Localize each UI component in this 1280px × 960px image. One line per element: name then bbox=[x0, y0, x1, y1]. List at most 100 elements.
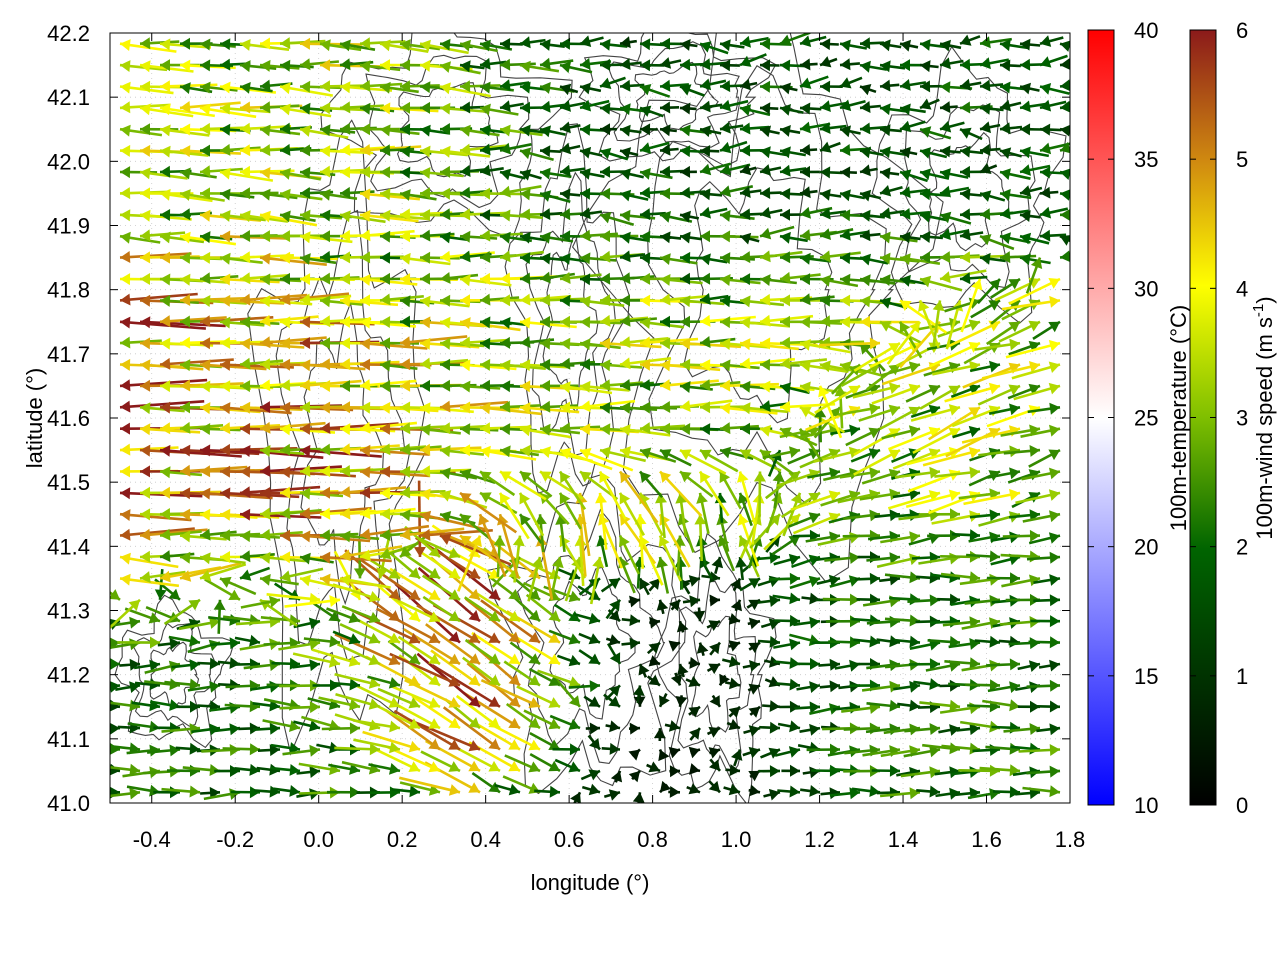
wind-vector-head bbox=[700, 314, 711, 327]
wind-vector-head bbox=[780, 271, 791, 284]
wind-vector-head bbox=[688, 675, 700, 687]
wind-vector-head bbox=[1009, 786, 1020, 798]
wind-vector-head bbox=[735, 557, 748, 568]
wind-vector-head bbox=[408, 718, 420, 729]
wind-vector-head bbox=[420, 167, 431, 179]
wind-vector-head bbox=[729, 764, 740, 777]
wind-vector-head bbox=[340, 507, 351, 520]
wind-vector-head bbox=[480, 471, 492, 483]
wind-vector-head bbox=[588, 769, 600, 781]
wind-vector-head bbox=[300, 316, 311, 329]
wind-vector-shaft bbox=[659, 470, 703, 517]
wind-vector-head bbox=[620, 471, 631, 484]
wind-vector-head bbox=[140, 550, 151, 563]
wind-vector-head bbox=[440, 82, 451, 95]
wind-vector-head bbox=[160, 315, 171, 328]
wind-vector-head bbox=[660, 187, 671, 200]
wind-vector-head bbox=[868, 448, 880, 460]
wind-vector-head bbox=[460, 444, 471, 457]
wind-vector-head bbox=[880, 124, 891, 137]
wind-vector-shaft bbox=[339, 545, 403, 559]
wind-vector-head bbox=[789, 678, 800, 691]
wind-vector-head bbox=[240, 82, 251, 94]
x-tick-label: -0.4 bbox=[133, 827, 171, 852]
wind-vector-head bbox=[900, 169, 912, 181]
wind-vector-head bbox=[680, 84, 692, 96]
wind-vector-head bbox=[800, 381, 811, 394]
wind-vector-head bbox=[730, 599, 742, 612]
wind-vector-head bbox=[428, 546, 440, 557]
wind-vector-head bbox=[420, 528, 431, 541]
wind-vector-head bbox=[468, 568, 480, 579]
wind-vector-head bbox=[220, 380, 231, 393]
wind-vector-head bbox=[870, 551, 880, 564]
wind-vector-head bbox=[800, 339, 811, 351]
wind-vector-head bbox=[740, 35, 751, 48]
wind-vector-shaft bbox=[299, 320, 375, 326]
wind-vector-head bbox=[900, 146, 911, 159]
wind-vector-head bbox=[260, 252, 271, 265]
wind-vector-head bbox=[880, 79, 891, 92]
wind-vector-head bbox=[728, 706, 740, 718]
wind-vector-head bbox=[180, 570, 192, 582]
wind-vector-head bbox=[240, 165, 251, 178]
wind-vector-head bbox=[240, 210, 251, 223]
wind-vector-head bbox=[640, 272, 651, 285]
wind-vector-head bbox=[740, 251, 751, 264]
terrain-contour bbox=[691, 615, 742, 733]
wind-vector-head bbox=[240, 401, 251, 414]
wind-vector-head bbox=[580, 448, 592, 460]
wind-vector-head bbox=[249, 763, 260, 776]
wind-vector-head bbox=[688, 783, 700, 795]
wind-vector-head bbox=[880, 103, 891, 116]
wind-vector-head bbox=[460, 274, 471, 287]
wind-vector-head bbox=[520, 81, 531, 94]
wind-vector-head bbox=[460, 124, 471, 137]
wind-vector-head bbox=[908, 361, 920, 373]
wind-vector-head bbox=[780, 164, 791, 177]
wind-vector-head bbox=[940, 185, 951, 198]
wind-vector-head bbox=[560, 315, 570, 328]
wind-vector-head bbox=[360, 60, 371, 73]
wind-vector-head bbox=[780, 125, 791, 137]
wind-vector-head bbox=[560, 188, 571, 201]
wind-vector-shaft bbox=[439, 400, 509, 409]
wind-vector-head bbox=[380, 465, 391, 478]
wind-vector-shaft bbox=[479, 406, 542, 416]
wind-vector-head bbox=[1049, 785, 1060, 798]
wind-vector-head bbox=[929, 785, 940, 798]
wind-vector-head bbox=[409, 785, 420, 798]
wind-vector-head bbox=[269, 699, 280, 712]
wind-vector-head bbox=[360, 379, 371, 391]
wind-vector-head bbox=[960, 165, 971, 178]
wind-vector-head bbox=[889, 680, 900, 693]
wind-vector-head bbox=[620, 58, 631, 70]
wind-vector-head bbox=[889, 764, 900, 777]
wind-vector-head bbox=[720, 338, 731, 350]
wind-vector-head bbox=[1008, 279, 1020, 290]
wind-vector-head bbox=[340, 337, 350, 350]
wind-vector-head bbox=[789, 446, 800, 458]
wind-vector-head bbox=[408, 589, 420, 600]
wind-vector-head bbox=[488, 717, 500, 729]
wind-vector-head bbox=[260, 358, 271, 371]
wind-vector-head bbox=[608, 789, 620, 801]
wind-vector-head bbox=[120, 251, 131, 263]
wind-vector-head bbox=[980, 36, 991, 49]
wind-vector-head bbox=[929, 723, 940, 735]
temperature-colorbar-label: 100m-temperature (°C) bbox=[1166, 305, 1191, 531]
wind-vector-head bbox=[480, 293, 491, 306]
wind-vector-head bbox=[780, 208, 790, 221]
wind-vector-shaft bbox=[417, 566, 481, 623]
wind-vector-head bbox=[609, 599, 620, 612]
wind-vector-head bbox=[488, 610, 500, 622]
x-axis-ticks: -0.4 -0.2 0.0 0.2 0.4 0.6 0.8 1.0 1.2 1.4 1.6 1.8 bbox=[133, 33, 1085, 852]
wind-vector-head bbox=[380, 293, 391, 306]
wind-vector-head bbox=[320, 272, 331, 285]
wind-vector-head bbox=[380, 487, 391, 500]
wind-vector-head bbox=[500, 58, 511, 71]
wind-vector-head bbox=[929, 594, 940, 607]
wind-vector-head bbox=[580, 123, 591, 136]
wind-vector-head bbox=[448, 567, 460, 579]
wind-vector-head bbox=[180, 123, 191, 136]
